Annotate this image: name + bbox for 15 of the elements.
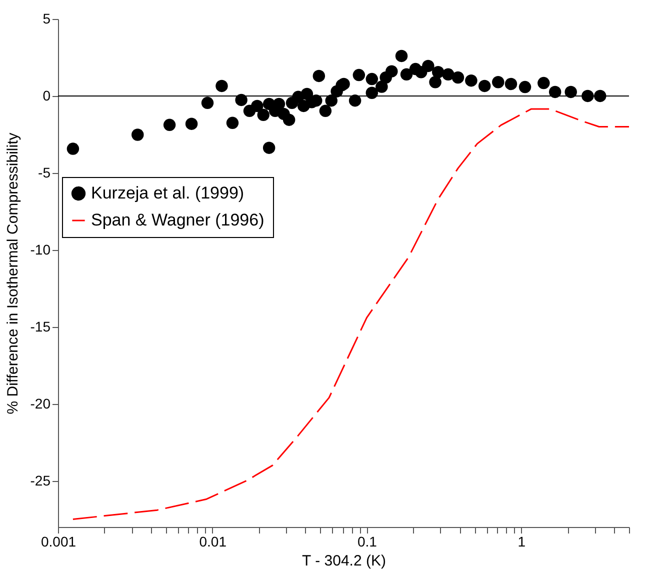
y-axis-title: % Difference in Isothermal Compressibility <box>4 132 22 414</box>
y-tick-label: -20 <box>30 395 51 412</box>
legend-label: Kurzeja et al. (1999) <box>91 184 244 202</box>
y-tick-label: -25 <box>30 472 51 488</box>
x-tick-label: 0.001 <box>40 534 76 550</box>
y-tick-label: -10 <box>30 241 51 258</box>
x-tick-label: 0.01 <box>199 534 227 550</box>
legend-label: Span & Wagner (1996) <box>91 210 264 230</box>
y-tick-label: -5 <box>38 164 51 180</box>
x-tick-label: 1 <box>518 534 526 550</box>
x-axis-title: T - 304.2 (K) <box>302 552 386 570</box>
y-tick-label: -15 <box>30 318 51 334</box>
y-tick-label: 5 <box>42 10 51 26</box>
y-tick-label: 0 <box>42 87 51 104</box>
x-tick-label: 0.1 <box>358 534 378 550</box>
